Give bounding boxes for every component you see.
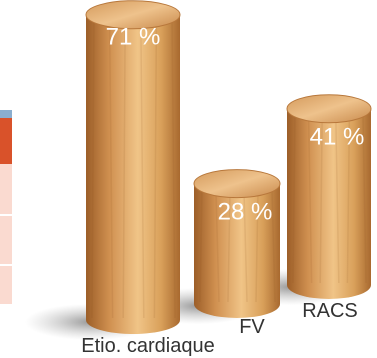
- bar-grain: [122, 22, 126, 319]
- bar-grain: [199, 191, 203, 303]
- side-panel-row: [0, 164, 12, 304]
- bar-grain: [335, 116, 340, 284]
- bar-grain: [362, 116, 367, 284]
- bar-grain: [292, 116, 296, 284]
- side-panel: [0, 110, 12, 304]
- bar-grain: [171, 22, 176, 319]
- side-panel-accent: [0, 118, 12, 164]
- bar-body: [86, 14, 180, 334]
- bar-grain: [255, 191, 259, 303]
- value-label: 71 %: [106, 24, 161, 51]
- bar-2: [193, 169, 281, 318]
- bar-grain: [108, 22, 114, 319]
- bar-grain: [153, 22, 158, 319]
- bar-body: [194, 183, 280, 318]
- bar-1: [85, 0, 181, 334]
- category-label: Etio. cardiaque: [81, 335, 214, 357]
- bar-grain: [227, 191, 231, 303]
- bar-grain: [215, 191, 220, 303]
- category-label: RACS: [302, 300, 358, 322]
- value-label: 41 %: [310, 124, 365, 151]
- category-labels: RACS FV Etio. cardiaque: [81, 300, 358, 357]
- bar-grain: [91, 22, 95, 319]
- bar-grain: [140, 22, 145, 319]
- bar-top: [286, 94, 372, 124]
- bar-grain: [319, 116, 323, 284]
- bar-top: [193, 169, 281, 199]
- side-panel-header: [0, 110, 12, 118]
- bar-grain: [243, 191, 248, 303]
- bar-grain: [346, 116, 351, 284]
- value-label: 28 %: [218, 199, 273, 226]
- bar-grain: [271, 191, 276, 303]
- bar-3: [286, 94, 372, 299]
- bar-top: [85, 0, 181, 30]
- value-labels: 41 % 28 % 71 %: [106, 24, 365, 226]
- bars: [85, 0, 372, 334]
- category-label: FV: [239, 316, 265, 338]
- bar-grain: [307, 116, 313, 284]
- bar-body: [287, 108, 371, 299]
